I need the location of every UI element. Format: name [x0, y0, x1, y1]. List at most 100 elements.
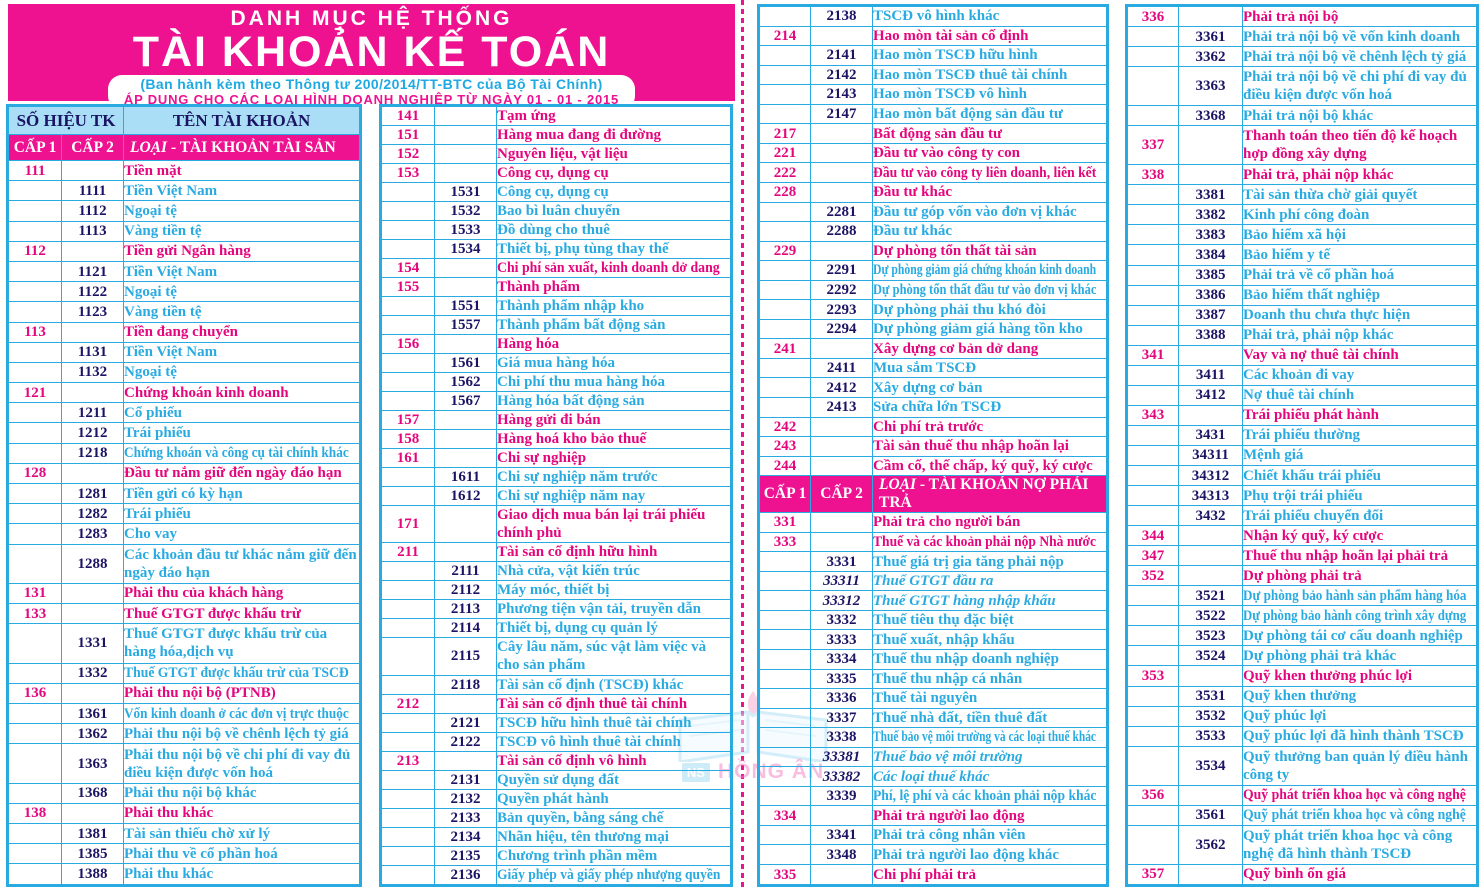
- account-name-text: Thuế xuất, nhập khẩu: [873, 631, 1015, 648]
- account-code-cap2: 2133: [434, 807, 497, 828]
- account-code-cap1: [1126, 464, 1179, 487]
- account-name: TSCĐ vô hình thuê tài chính: [496, 731, 732, 752]
- account-name: Ngoại tệ: [123, 361, 361, 384]
- account-row: 3532 Quỹ phúc lợi: [1126, 705, 1478, 727]
- account-row: 212 Tài sản cố định thuê tài chính: [380, 693, 732, 714]
- account-code-cap1: [758, 844, 811, 865]
- account-code-cap2: 1567: [434, 391, 497, 412]
- account-row: 1121 Tiền Việt Nam: [7, 260, 361, 283]
- account-code-cap1: [7, 863, 62, 886]
- account-code-cap2: 3412: [1178, 384, 1243, 406]
- account-code-cap1: [758, 318, 811, 340]
- account-name: Hao mòn TSCĐ hữu hình: [872, 45, 1108, 66]
- account-name: Quỹ phúc lợi đã hình thành TSCĐ: [1242, 725, 1478, 747]
- account-row: 1361 Vốn kinh doanh ở các đơn vị trực thu…: [7, 702, 361, 725]
- account-code-cap1: 336: [1126, 4, 1179, 28]
- account-row: 152 Nguyên liệu, vật liệu: [380, 144, 732, 165]
- account-code-cap2: 3411: [1178, 364, 1243, 386]
- account-code-cap2: 3368: [1178, 105, 1243, 127]
- account-name: Nhãn hiệu, tên thương mại: [496, 826, 732, 847]
- account-name: Nhà cửa, vật kiến trúc: [496, 561, 732, 582]
- account-code-cap2: [434, 410, 497, 431]
- account-row: 138 Phải thu khác: [7, 802, 361, 825]
- account-code-cap2: 2135: [434, 845, 497, 866]
- account-code-cap1: [758, 766, 811, 787]
- account-name-text: Hao mòn TSCĐ hữu hình: [873, 47, 1038, 64]
- account-code-cap1: [1126, 705, 1179, 727]
- account-name-text: Thuế tài nguyên: [873, 690, 978, 707]
- account-row: 1388 Phải thu khác: [7, 863, 361, 886]
- account-row: 337 Thanh toán theo tiến độ kế hoạch hợp …: [1126, 125, 1478, 166]
- account-code-cap2: 1363: [60, 743, 125, 784]
- account-code-cap1: [758, 590, 811, 611]
- account-name-text: Đầu tư nắm giữ đến ngày đáo hạn: [124, 465, 342, 482]
- account-code-cap1: 337: [1126, 125, 1179, 166]
- account-code-cap1: [1126, 26, 1179, 48]
- account-code-cap1: [380, 864, 435, 887]
- account-code-cap1: [758, 5, 811, 27]
- account-code-cap1: [758, 201, 811, 223]
- account-name: Giao dịch mua bán lại trái phiếu chính p…: [496, 505, 732, 544]
- account-row: 1282 Trái phiếu: [7, 503, 361, 525]
- account-name-text: Chi sự nghiệp năm nay: [497, 488, 646, 505]
- account-name-text: TSCĐ vô hình khác: [873, 8, 1000, 25]
- account-code-cap2: 3387: [1178, 304, 1243, 326]
- account-code-cap1: 333: [758, 531, 811, 553]
- account-code-cap2: 33311: [810, 570, 873, 592]
- account-code-cap1: [7, 260, 62, 283]
- account-name: Quỹ khen thưởng: [1242, 685, 1478, 707]
- account-name: Thuế thu nhập doanh nghiệp: [872, 648, 1108, 670]
- account-code-cap2: [60, 382, 125, 404]
- account-name: Trái phiếu chuyển đổi: [1242, 505, 1478, 527]
- account-code-cap1: 241: [758, 338, 811, 359]
- account-code-cap1: [7, 402, 62, 424]
- account-name-text: Dự phòng bảo hành công trình xây dựng: [1243, 607, 1467, 624]
- account-code-cap2: [810, 436, 873, 457]
- account-name-text: Phương tiện vận tải, truyền dẫn: [497, 601, 702, 618]
- account-row: 3388 Phải trả, phải nộp khác: [1126, 324, 1478, 346]
- account-name: Nguyên liệu, vật liệu: [496, 144, 732, 165]
- account-code-cap2: [434, 334, 497, 355]
- account-code-cap1: [758, 357, 811, 379]
- account-name: Tài sản cố định hữu hình: [496, 542, 732, 563]
- account-code-cap1: [7, 361, 62, 384]
- account-code-cap2: [60, 802, 125, 825]
- account-row: 1561 Giá mua hàng hóa: [380, 353, 732, 374]
- account-name-text: Dự phòng tái cơ cấu doanh nghiệp: [1243, 627, 1463, 644]
- account-name: Quyền sử dụng đất: [496, 769, 732, 790]
- account-code-cap2: 1551: [434, 296, 497, 317]
- account-name-text: Quỹ phát triển khoa học và công nghệ: [1243, 787, 1466, 804]
- account-code-cap1: [380, 353, 435, 374]
- account-row: 2413 Sửa chữa lớn TSCĐ: [758, 396, 1108, 418]
- account-row: 2114 Thiết bị, dụng cụ quản lý: [380, 618, 732, 639]
- account-code-cap1: [758, 727, 811, 748]
- account-name-text: Dự phòng bảo hành sản phẩm hàng hóa: [1243, 587, 1467, 604]
- account-code-cap2: [434, 277, 497, 298]
- account-name-text: Dự phòng phải trả khác: [1243, 647, 1397, 664]
- section-title-loai: LOẠI: [879, 476, 917, 494]
- account-code-cap1: [1126, 804, 1179, 826]
- account-name-text: Tài sản cố định (TSCĐ) khác: [497, 676, 684, 693]
- account-row: 3431 Trái phiếu thường: [1126, 424, 1478, 446]
- account-row: 1281 Tiền gửi có kỳ hạn: [7, 482, 361, 505]
- account-code-cap1: 131: [7, 582, 62, 605]
- account-name-text: Thuế giá trị gia tăng phải nộp: [873, 553, 1064, 570]
- account-name-text: Thành phẩm nhập kho: [497, 298, 645, 315]
- account-row: 1532 Bao bì luân chuyển: [380, 201, 732, 222]
- account-name: Tiền Việt Nam: [123, 180, 361, 202]
- account-row: 241 Xây dựng cơ bản dở dang: [758, 338, 1108, 359]
- account-code-cap2: 2115: [434, 637, 497, 676]
- account-code-cap2: 1562: [434, 372, 497, 393]
- account-code-cap1: [380, 372, 435, 393]
- account-code-cap2: [810, 25, 873, 47]
- account-code-cap2: 1557: [434, 315, 497, 336]
- account-name: Chứng khoán kinh doanh: [123, 382, 361, 404]
- account-name: Cây lâu năm, súc vật làm việc và cho sản…: [496, 637, 732, 676]
- account-name-text: Quỹ phát triển khoa học và công nghệ: [1243, 807, 1466, 824]
- account-code-cap2: 3561: [1178, 804, 1243, 826]
- account-name: Nhận ký quỹ, ký cược: [1242, 525, 1478, 547]
- account-code-cap2: [60, 582, 125, 605]
- account-name-text: Hàng hóa: [497, 336, 560, 353]
- account-code-cap2: 34312: [1178, 464, 1243, 487]
- account-code-cap1: 138: [7, 802, 62, 825]
